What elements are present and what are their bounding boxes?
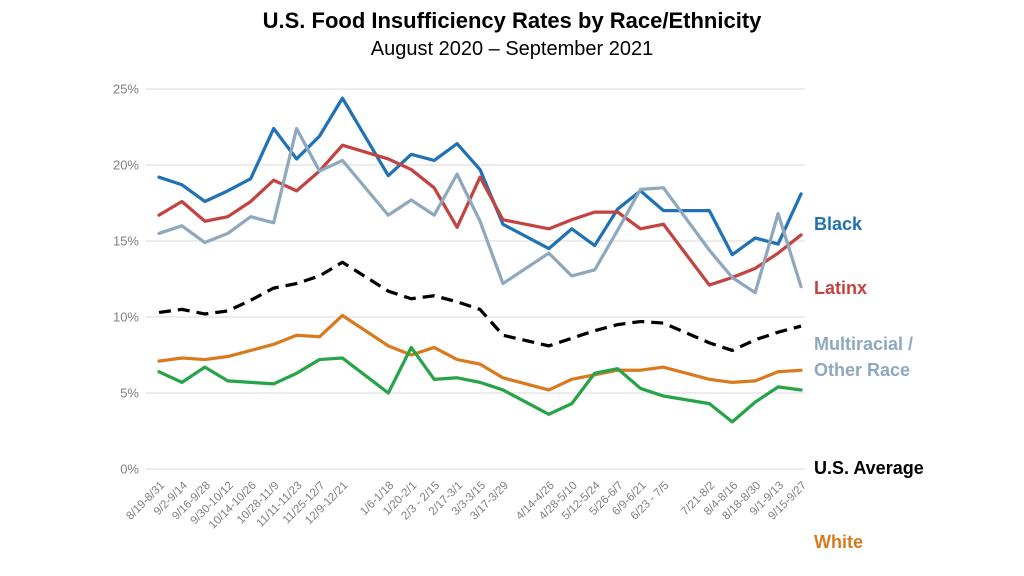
legend-label-latinx: Latinx — [814, 278, 868, 298]
line-latinx — [157, 143, 803, 287]
y-tick-label: 0% — [120, 462, 139, 477]
y-tick-label: 15% — [113, 234, 139, 249]
legend: Black Latinx Multiracial / Other Race U.S. … — [814, 0, 1019, 576]
line-asian — [157, 345, 803, 424]
legend-label-black: Black — [814, 214, 863, 234]
chart-title: U.S. Food Insufficiency Rates by Race/Et… — [262, 8, 762, 33]
legend-label-u-s-average: U.S. Average — [814, 458, 924, 478]
legend-label-white: White — [814, 532, 863, 552]
y-tick-label: 10% — [113, 310, 139, 325]
line-black — [157, 96, 803, 257]
chart-subtitle: August 2020 – September 2021 — [370, 38, 654, 60]
line-u-s-average — [158, 260, 802, 353]
line-multiracial-other-race — [157, 126, 803, 295]
y-tick-label: 25% — [113, 82, 139, 97]
y-tick-label: 20% — [113, 158, 139, 173]
line-white — [157, 313, 803, 392]
legend-label-multiracial-other-race: Multiracial / Other Race — [814, 334, 914, 380]
y-tick-label: 5% — [120, 386, 139, 401]
